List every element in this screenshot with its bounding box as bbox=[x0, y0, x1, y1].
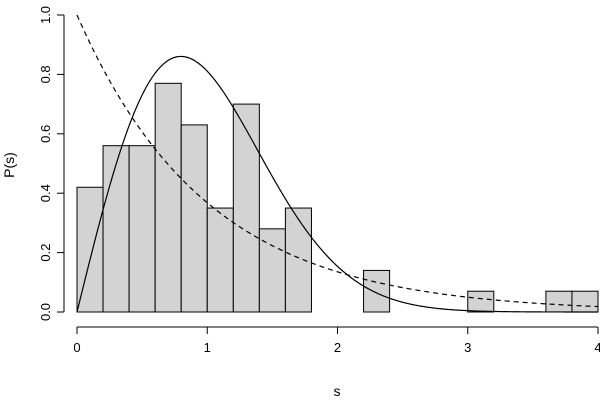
y-tick-label-5: 1.0 bbox=[38, 6, 53, 24]
y-tick-label-2: 0.4 bbox=[38, 184, 53, 202]
histogram-bar-3 bbox=[154, 82, 182, 313]
histogram-bar-8 bbox=[284, 207, 312, 313]
poisson-exponential-curve bbox=[76, 14, 599, 308]
x-tick-label-3: 3 bbox=[464, 340, 471, 355]
x-tick-label-4: 4 bbox=[594, 340, 600, 355]
histogram-bar-4 bbox=[180, 124, 208, 313]
y-axis-title: P(s) bbox=[1, 152, 17, 178]
histogram-bar-2 bbox=[128, 145, 156, 313]
histogram-bar-5 bbox=[206, 207, 234, 313]
y-tick-label-1: 0.2 bbox=[38, 244, 53, 262]
histogram-bar-11 bbox=[545, 290, 573, 313]
histogram-bars bbox=[76, 82, 599, 313]
y-tick-label-3: 0.6 bbox=[38, 125, 53, 143]
y-tick-label-4: 0.8 bbox=[38, 65, 53, 83]
histogram-bar-6 bbox=[232, 103, 260, 313]
x-axis: 0 1 2 3 4 bbox=[73, 326, 600, 355]
histogram-bar-7 bbox=[258, 228, 286, 313]
histogram-bar-9 bbox=[363, 269, 391, 313]
histogram-bar-0 bbox=[76, 186, 104, 313]
histogram-bar-1 bbox=[102, 145, 130, 313]
x-tick-label-2: 2 bbox=[334, 340, 341, 355]
x-tick-label-1: 1 bbox=[204, 340, 211, 355]
y-axis: 0.0 0.2 0.4 0.6 0.8 1.0 bbox=[38, 6, 65, 321]
wigner-surmise-curve bbox=[76, 55, 598, 313]
histogram-bar-12 bbox=[571, 290, 599, 313]
histogram-bar-10 bbox=[467, 290, 495, 313]
x-axis-title: s bbox=[334, 383, 341, 399]
y-tick-label-0: 0.0 bbox=[38, 303, 53, 321]
x-tick-label-0: 0 bbox=[73, 340, 80, 355]
